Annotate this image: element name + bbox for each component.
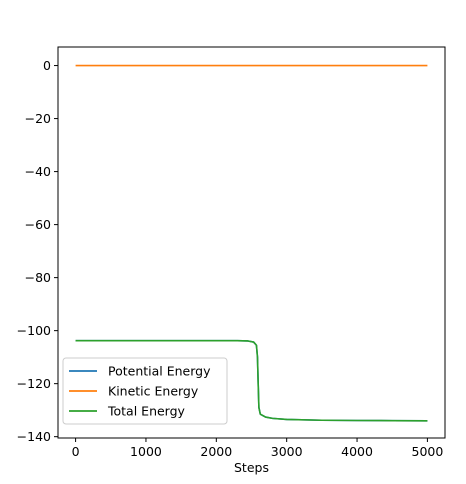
x-tick-label: 3000 — [271, 444, 303, 459]
plot-area — [75, 64, 428, 422]
x-axis-label: Steps — [234, 460, 269, 475]
legend-label: Potential Energy — [108, 364, 211, 379]
x-tick-label: 0 — [72, 444, 80, 459]
series-line-total-energy — [75, 339, 428, 422]
y-axis-ticks: 0 −20 −40 −60 −80 −100 −120 −140 — [17, 58, 58, 444]
y-tick-label: −60 — [25, 217, 51, 232]
y-tick-label: −40 — [25, 164, 51, 179]
y-tick-label: −100 — [17, 323, 51, 338]
x-tick-label: 1000 — [130, 444, 162, 459]
legend-label: Kinetic Energy — [108, 384, 199, 399]
y-tick-label: −120 — [17, 376, 51, 391]
axes-frame — [57, 46, 446, 439]
x-tick-label: 5000 — [412, 444, 444, 459]
y-tick-label: 0 — [43, 58, 51, 73]
legend-label: Total Energy — [107, 404, 186, 419]
y-tick-label: −80 — [25, 270, 51, 285]
legend-box — [62, 357, 228, 425]
x-tick-label: 2000 — [200, 444, 232, 459]
y-tick-label: −140 — [17, 429, 51, 444]
x-axis-ticks: 0 1000 2000 3000 4000 5000 — [72, 438, 444, 459]
y-tick-label: −20 — [25, 111, 51, 126]
legend: Potential Energy Kinetic Energy Total Ener… — [62, 357, 228, 425]
x-tick-label: 4000 — [341, 444, 373, 459]
